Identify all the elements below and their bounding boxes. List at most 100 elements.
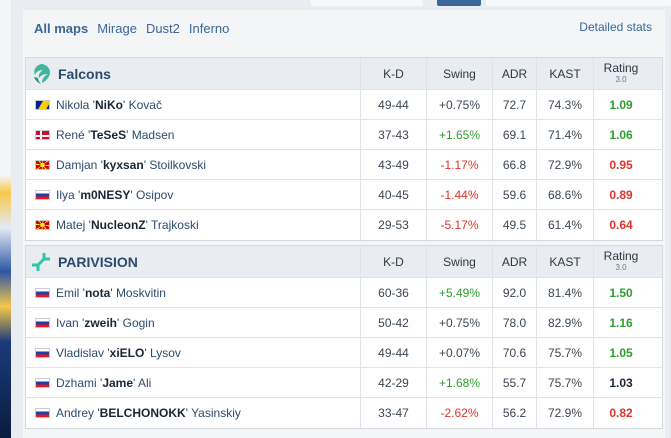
scoreboard-panel: All maps Mirage Dust2 Inferno Detailed s… bbox=[23, 10, 665, 438]
player-cell[interactable]: Matej 'NucleonZ' Trajkoski bbox=[26, 210, 360, 240]
player-cell[interactable]: Dzhami 'Jame' Ali bbox=[26, 368, 360, 397]
rating-label: Rating bbox=[603, 249, 639, 263]
player-cell[interactable]: Andrey 'BELCHONOKK' Yasinskiy bbox=[26, 398, 360, 428]
map-tab-mirage[interactable]: Mirage bbox=[97, 20, 137, 36]
team-name[interactable]: Falcons bbox=[58, 65, 111, 82]
team-name-cell[interactable]: Falcons bbox=[26, 58, 360, 89]
player-name[interactable]: Andrey 'BELCHONOKK' Yasinskiy bbox=[56, 406, 241, 420]
column-header-swing[interactable]: Swing bbox=[426, 246, 492, 277]
flag-ru-icon bbox=[35, 189, 50, 200]
player-swing: +1.65% bbox=[426, 120, 492, 149]
player-name[interactable]: René 'TeSeS' Madsen bbox=[56, 128, 174, 142]
player-row: Damjan 'kyxsan' Stoilkovski 43-49 -1.17% 66… bbox=[26, 150, 662, 180]
player-rating: 1.03 bbox=[593, 368, 648, 397]
player-kast: 82.9% bbox=[536, 308, 593, 337]
player-nickname: TeSeS bbox=[90, 127, 127, 142]
player-nickname: m0NESY bbox=[80, 187, 131, 202]
player-cell[interactable]: Ilya 'm0NESY' Osipov bbox=[26, 180, 360, 209]
player-first-name: Matej ' bbox=[56, 218, 91, 232]
column-header-kast[interactable]: KAST bbox=[536, 58, 593, 89]
column-header-kast[interactable]: KAST bbox=[536, 246, 593, 277]
top-tab-1[interactable] bbox=[311, 0, 423, 6]
detailed-stats-link[interactable]: Detailed stats bbox=[579, 20, 652, 34]
player-swing: +0.75% bbox=[426, 308, 492, 337]
player-nickname: nota bbox=[84, 285, 111, 300]
player-name[interactable]: Ilya 'm0NESY' Osipov bbox=[56, 188, 173, 202]
player-last-name: ' Osipov bbox=[130, 187, 174, 202]
player-row: Ilya 'm0NESY' Osipov 40-45 -1.44% 59.6 68.6%… bbox=[26, 180, 662, 210]
top-tab-2[interactable] bbox=[437, 0, 481, 6]
player-rating: 0.64 bbox=[593, 210, 648, 240]
player-nickname: xiELO bbox=[109, 345, 145, 360]
player-kd: 40-45 bbox=[360, 180, 426, 209]
map-tab-inferno[interactable]: Inferno bbox=[188, 20, 230, 36]
player-kast: 81.4% bbox=[536, 278, 593, 307]
player-cell[interactable]: Vladislav 'xiELO' Lysov bbox=[26, 338, 360, 367]
column-header-swing[interactable]: Swing bbox=[426, 58, 492, 89]
player-swing: -1.44% bbox=[426, 180, 492, 209]
flag-mk-icon bbox=[35, 159, 50, 170]
player-adr: 56.2 bbox=[492, 398, 536, 428]
player-last-name: ' Kovač bbox=[122, 97, 162, 112]
player-cell[interactable]: René 'TeSeS' Madsen bbox=[26, 120, 360, 149]
player-row: Nikola 'NiKo' Kovač 49-44 +0.75% 72.7 74.3% 1… bbox=[26, 90, 662, 120]
team-header-row: Falcons K-D Swing ADR KAST Rating 3.0 bbox=[26, 58, 662, 90]
player-adr: 66.8 bbox=[492, 150, 536, 179]
player-row: Ivan 'zweih' Gogin 50-42 +0.75% 78.0 82.9% 1.… bbox=[26, 308, 662, 338]
player-rating: 1.06 bbox=[593, 120, 648, 149]
falcons-logo-icon bbox=[30, 63, 52, 85]
player-cell[interactable]: Nikola 'NiKo' Kovač bbox=[26, 90, 360, 119]
team-name-cell[interactable]: PARIVISION bbox=[26, 246, 360, 277]
player-swing: -2.62% bbox=[426, 398, 492, 428]
player-name[interactable]: Nikola 'NiKo' Kovač bbox=[56, 98, 162, 112]
player-name[interactable]: Ivan 'zweih' Gogin bbox=[56, 316, 155, 330]
player-kd: 42-29 bbox=[360, 368, 426, 397]
player-cell[interactable]: Emil 'nota' Moskvitin bbox=[26, 278, 360, 307]
team-name[interactable]: PARIVISION bbox=[58, 253, 138, 270]
player-name[interactable]: Vladislav 'xiELO' Lysov bbox=[56, 346, 181, 360]
player-name[interactable]: Matej 'NucleonZ' Trajkoski bbox=[56, 218, 199, 232]
player-last-name: ' Madsen bbox=[126, 127, 175, 142]
player-last-name: ' Yasinskiy bbox=[185, 406, 241, 420]
player-cell[interactable]: Ivan 'zweih' Gogin bbox=[26, 308, 360, 337]
player-row: Andrey 'BELCHONOKK' Yasinskiy 33-47 -2.62%… bbox=[26, 398, 662, 428]
player-first-name: Dzhami ' bbox=[56, 375, 103, 390]
player-swing: -1.17% bbox=[426, 150, 492, 179]
player-first-name: Andrey ' bbox=[56, 406, 100, 420]
player-name[interactable]: Dzhami 'Jame' Ali bbox=[56, 376, 151, 390]
column-header-kd[interactable]: K-D bbox=[360, 58, 426, 89]
player-adr: 69.1 bbox=[492, 120, 536, 149]
player-kd: 49-44 bbox=[360, 90, 426, 119]
rating-version: 3.0 bbox=[615, 75, 627, 84]
column-header-rating[interactable]: Rating 3.0 bbox=[593, 58, 648, 89]
player-name[interactable]: Damjan 'kyxsan' Stoilkovski bbox=[56, 158, 206, 172]
column-header-adr[interactable]: ADR bbox=[492, 58, 536, 89]
player-kast: 74.3% bbox=[536, 90, 593, 119]
player-swing: +0.07% bbox=[426, 338, 492, 367]
map-tab-dust2[interactable]: Dust2 bbox=[145, 20, 180, 36]
player-row: Emil 'nota' Moskvitin 60-36 +5.49% 92.0 81.4… bbox=[26, 278, 662, 308]
column-header-kd[interactable]: K-D bbox=[360, 246, 426, 277]
player-first-name: Vladislav ' bbox=[56, 345, 110, 360]
player-cell[interactable]: Damjan 'kyxsan' Stoilkovski bbox=[26, 150, 360, 179]
player-kast: 61.4% bbox=[536, 210, 593, 240]
column-header-rating[interactable]: Rating 3.0 bbox=[593, 246, 648, 277]
player-rating: 0.82 bbox=[593, 398, 648, 428]
player-row: Matej 'NucleonZ' Trajkoski 29-53 -5.17% 49.… bbox=[26, 210, 662, 240]
player-first-name: Nikola ' bbox=[56, 97, 95, 112]
player-rating: 1.50 bbox=[593, 278, 648, 307]
map-tab-all-maps[interactable]: All maps bbox=[34, 20, 89, 36]
top-tab-3[interactable] bbox=[486, 0, 671, 6]
player-first-name: Ilya ' bbox=[56, 187, 81, 202]
player-kd: 33-47 bbox=[360, 398, 426, 428]
top-tabs bbox=[11, 0, 671, 7]
player-adr: 49.5 bbox=[492, 210, 536, 240]
player-adr: 72.7 bbox=[492, 90, 536, 119]
player-kast: 71.4% bbox=[536, 120, 593, 149]
flag-ru-icon bbox=[35, 347, 50, 358]
player-name[interactable]: Emil 'nota' Moskvitin bbox=[56, 286, 166, 300]
column-header-adr[interactable]: ADR bbox=[492, 246, 536, 277]
player-kast: 75.7% bbox=[536, 338, 593, 367]
player-first-name: Damjan ' bbox=[56, 157, 103, 172]
flag-ru-icon bbox=[35, 287, 50, 298]
